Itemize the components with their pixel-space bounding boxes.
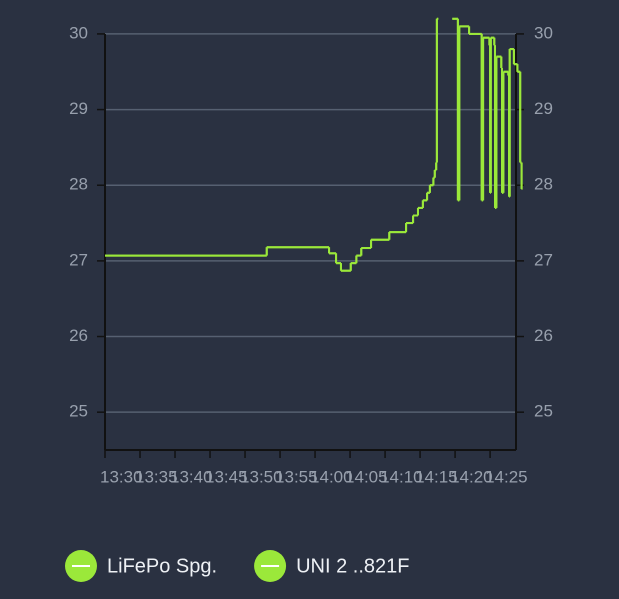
x-tick-label: 13:35	[135, 467, 178, 486]
y2-tick-label: 25	[534, 402, 553, 421]
x-tick-label: 13:30	[100, 467, 143, 486]
y2-tick-label: 28	[534, 175, 553, 194]
y-tick-label: 26	[69, 326, 88, 345]
x-tick-label: 14:10	[380, 467, 423, 486]
x-tick-label: 13:50	[240, 467, 283, 486]
x-tick-label: 13:40	[170, 467, 213, 486]
x-tick-label: 14:00	[310, 467, 353, 486]
y2-tick-label: 29	[534, 99, 553, 118]
legend-label: UNI 2 ..821F	[296, 555, 409, 577]
x-tick-label: 13:45	[205, 467, 248, 486]
x-tick-label: 13:55	[275, 467, 318, 486]
y-tick-label: 25	[69, 402, 88, 421]
x-tick-label: 14:05	[345, 467, 388, 486]
y2-tick-label: 26	[534, 326, 553, 345]
y-tick-label: 28	[69, 175, 88, 194]
legend-label: LiFePo Spg.	[107, 555, 217, 577]
y2-tick-label: 27	[534, 250, 553, 269]
y-tick-label: 30	[69, 23, 88, 42]
y2-tick-label: 30	[534, 23, 553, 42]
y-tick-label: 27	[69, 250, 88, 269]
x-tick-label: 14:20	[450, 467, 493, 486]
y-tick-label: 29	[69, 99, 88, 118]
x-tick-label: 14:25	[485, 467, 528, 486]
x-tick-label: 14:15	[415, 467, 458, 486]
